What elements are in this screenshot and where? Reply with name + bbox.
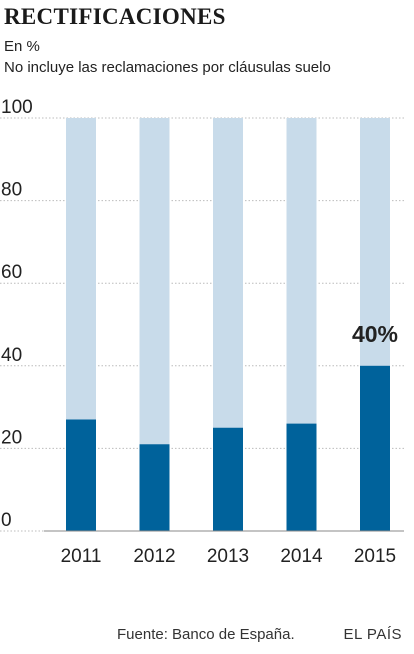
y-tick-label: 80: [1, 180, 22, 201]
x-tick-label: 2015: [354, 546, 396, 567]
x-tick-label: 2011: [61, 546, 102, 567]
x-tick-label: 2014: [280, 546, 323, 567]
x-tick-label: 2013: [207, 546, 249, 567]
y-tick-label: 0: [1, 510, 12, 531]
chart-note: No incluye las reclamaciones por cláusul…: [4, 59, 331, 76]
bar-value: [213, 427, 243, 531]
bar-value: [66, 419, 96, 531]
y-tick-label: 20: [1, 427, 22, 448]
chart-title: RECTIFICACIONES: [4, 4, 226, 29]
y-tick-label: 100: [1, 97, 33, 118]
bar-value: [360, 365, 390, 531]
y-tick-label: 60: [1, 262, 22, 283]
source-note: Fuente: Banco de España.: [117, 626, 295, 643]
data-label: 40%: [352, 321, 398, 347]
brand-logo: EL PAÍS: [343, 626, 402, 643]
y-tick-label: 40: [1, 345, 22, 366]
bar-value: [139, 444, 170, 531]
chart-subtitle: En %: [4, 38, 40, 55]
bar-value: [286, 423, 317, 531]
x-tick-label: 2012: [133, 546, 175, 567]
